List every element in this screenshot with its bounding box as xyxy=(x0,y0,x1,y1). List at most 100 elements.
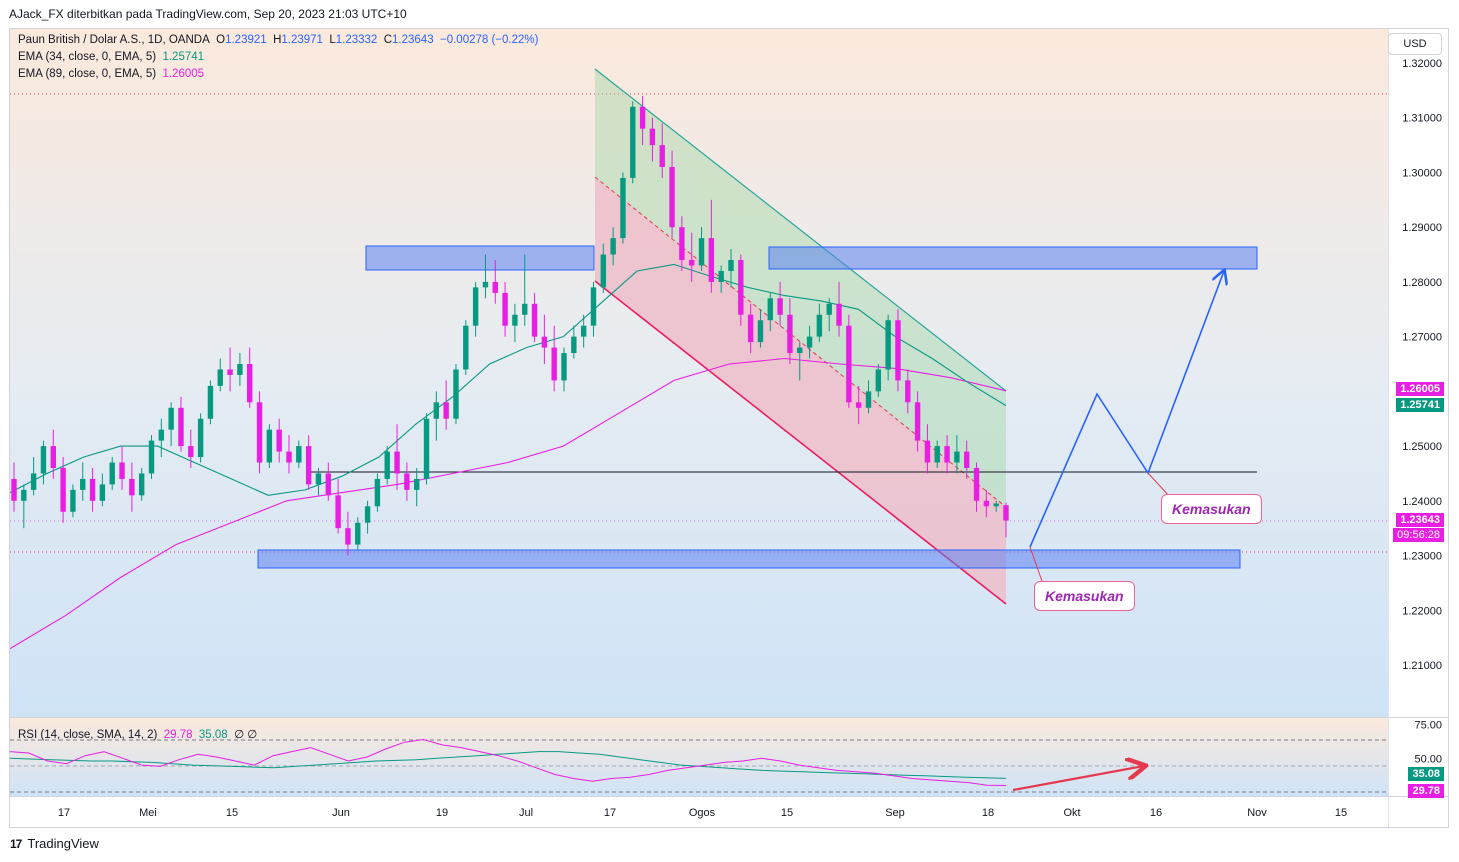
rsi-tag: 29.78 xyxy=(1408,784,1444,798)
chart-canvas[interactable]: 1.32000 1.31000 1.30000 1.29000 1.28000 1.270… xyxy=(10,29,1449,828)
candle-body xyxy=(21,489,27,501)
time-tick-label: 15 xyxy=(225,807,239,819)
candle-body xyxy=(158,429,165,441)
candle-body xyxy=(40,446,47,474)
currency-button[interactable]: USD xyxy=(1388,33,1442,55)
change-value: −0.00278 (−0.22%) xyxy=(440,34,539,46)
ema89-polyline xyxy=(10,357,1007,650)
price-axis[interactable]: 1.32000 1.31000 1.30000 1.29000 1.28000 1.270… xyxy=(1402,58,1442,765)
candle-body xyxy=(423,418,430,479)
price-tick-label: 1.29000 xyxy=(1402,222,1442,234)
countdown-tag: 09:56:28 xyxy=(1393,528,1444,542)
candle-body xyxy=(993,503,999,507)
candle-body xyxy=(119,462,125,479)
rsi-legend[interactable]: RSI (14, close, SMA, 14, 2) 29.78 35.08 … xyxy=(18,727,257,741)
candle-body xyxy=(551,347,557,381)
candle-body xyxy=(80,478,86,490)
rsi-tick-label: 50.00 xyxy=(1414,753,1442,765)
channel-top-line[interactable] xyxy=(594,68,1007,392)
candle-body xyxy=(453,369,459,419)
symbol-legend[interactable]: Paun British / Dolar A.S., 1D, OANDA O 1.… xyxy=(18,34,538,46)
candle-body xyxy=(148,440,155,474)
footer[interactable]: 17 TradingView xyxy=(10,836,99,851)
candle-body xyxy=(472,287,479,326)
candle-body xyxy=(364,506,371,523)
entry-callout-upper[interactable]: Kemasukan xyxy=(1161,494,1262,524)
low-value: 1.23332 xyxy=(335,34,378,46)
candle-body xyxy=(384,451,390,479)
candle-body xyxy=(502,292,508,326)
time-tick-label: Jun xyxy=(332,807,350,819)
candle-body xyxy=(374,478,381,507)
candle-body xyxy=(747,314,754,343)
ema34-value: 1.25741 xyxy=(162,51,205,63)
candle-body xyxy=(30,473,37,490)
candle-body xyxy=(659,145,665,167)
ema89-value: 1.26005 xyxy=(162,68,205,80)
price-tick-label: 1.30000 xyxy=(1402,167,1442,179)
candle-body xyxy=(50,446,56,468)
ema34-legend[interactable]: EMA (34, close, 0, EMA, 5) 1.25741 xyxy=(18,51,204,63)
time-tick-label: 19 xyxy=(435,807,449,819)
channel-lower-fill xyxy=(595,177,1006,604)
symbol-name: Paun British / Dolar A.S., 1D, OANDA xyxy=(18,34,210,46)
candle-body xyxy=(718,270,724,282)
time-tick-label: Ogos xyxy=(688,807,716,819)
candle-body xyxy=(914,402,921,441)
candle-body xyxy=(924,440,931,463)
candle-body xyxy=(895,320,901,381)
resistance-zone-left[interactable] xyxy=(365,245,595,271)
candle-body xyxy=(60,467,66,512)
candle-body xyxy=(954,451,960,463)
candle-body xyxy=(639,106,646,129)
candle-body xyxy=(777,298,783,315)
ema89-line xyxy=(10,357,1007,650)
high-label: H xyxy=(273,34,282,46)
candle-body xyxy=(413,478,420,490)
candle-body xyxy=(590,287,597,326)
ema34-price-tag: 1.25741 xyxy=(1396,398,1444,412)
candle-body xyxy=(571,336,577,354)
candle-body xyxy=(266,429,273,463)
candle-body xyxy=(286,451,292,463)
candle-body xyxy=(934,446,940,463)
candle-body xyxy=(531,303,538,337)
candle-body xyxy=(315,473,322,485)
resistance-zone-right[interactable] xyxy=(768,246,1258,270)
candle-body xyxy=(256,402,263,463)
support-zone[interactable] xyxy=(257,549,1241,569)
candle-body xyxy=(964,451,970,468)
candle-body xyxy=(345,528,351,545)
price-tick-label: 1.23000 xyxy=(1402,551,1442,563)
candle-body xyxy=(335,495,341,529)
projection-path[interactable] xyxy=(1029,271,1224,548)
price-tick-label: 1.21000 xyxy=(1402,660,1442,672)
candle-body xyxy=(207,385,214,419)
candle-body xyxy=(679,227,685,261)
candle-body xyxy=(600,254,607,288)
open-label: O xyxy=(216,34,226,46)
candle-body xyxy=(11,478,17,501)
ema89-legend[interactable]: EMA (89, close, 0, EMA, 5) 1.26005 xyxy=(18,68,204,80)
price-tick-label: 1.25000 xyxy=(1402,441,1442,453)
entry-callout-lower[interactable]: Kemasukan xyxy=(1034,581,1135,611)
chart-frame[interactable]: 1.32000 1.31000 1.30000 1.29000 1.28000 1.270… xyxy=(9,28,1449,828)
time-tick-label: Sep xyxy=(885,807,905,819)
ema34-label: EMA (34, close, 0, EMA, 5) xyxy=(18,51,157,63)
rsi-extra: ∅ ∅ xyxy=(234,729,258,741)
candle-body xyxy=(875,369,882,392)
candle-body xyxy=(846,325,852,403)
candle-body xyxy=(227,369,233,375)
candle-body xyxy=(905,380,911,403)
candle-body xyxy=(394,451,400,474)
rsi-divergence-arrow[interactable] xyxy=(1012,766,1144,792)
candle-body xyxy=(99,484,106,501)
candle-body xyxy=(109,462,115,485)
rsi-sma-tag: 35.08 xyxy=(1408,767,1444,781)
tradingview-brand: TradingView xyxy=(27,836,99,851)
rsi-polyline xyxy=(10,738,1007,786)
channel-mid-line[interactable] xyxy=(594,176,1007,508)
publisher-line: AJack_FX diterbitkan pada TradingView.co… xyxy=(9,7,407,21)
time-tick-label: 18 xyxy=(981,807,995,819)
candle-body xyxy=(738,260,744,315)
